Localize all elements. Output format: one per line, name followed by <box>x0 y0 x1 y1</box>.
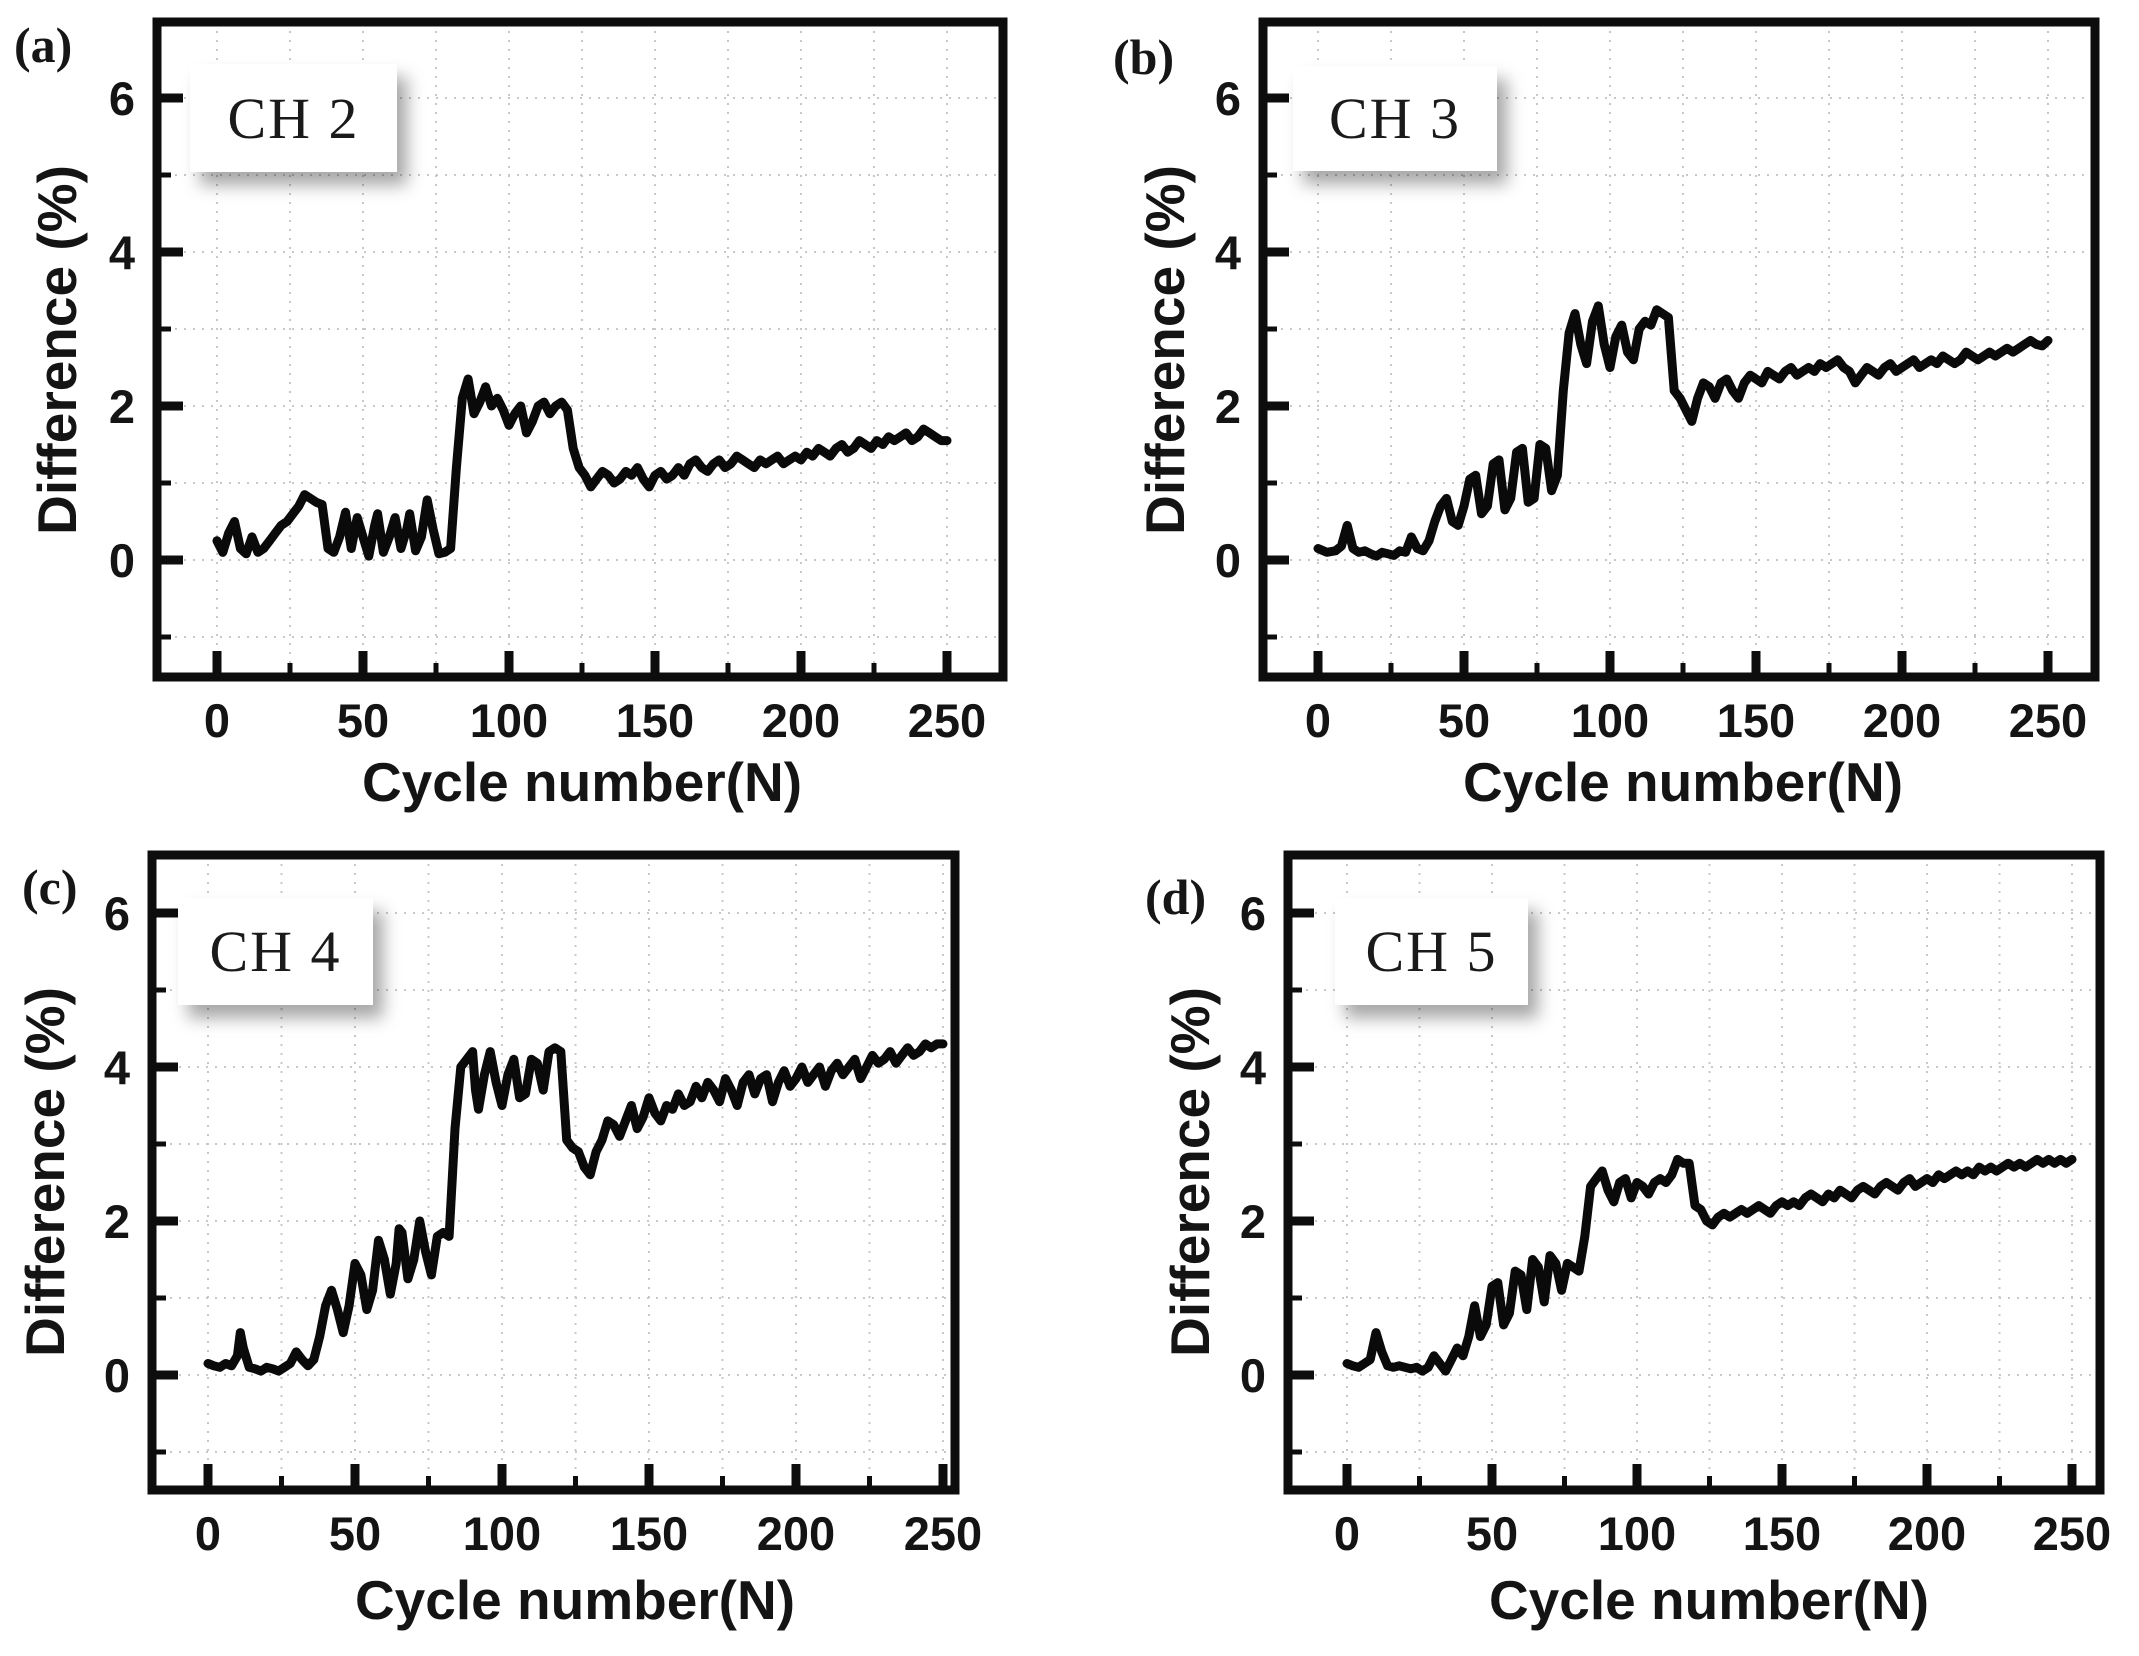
y-tick-label: 0 <box>1215 534 1241 587</box>
plot-border <box>1283 850 2105 1495</box>
tick-labels: 0 2 4 6 0 50 100 150 200 250 <box>109 72 986 747</box>
x-tick-label: 200 <box>757 1507 835 1560</box>
channel-label-ch5: CH 5 <box>1365 919 1498 984</box>
y-tick-label: 4 <box>104 1041 130 1094</box>
panel-a-ch2: (a) Difference (%) 0 2 4 6 0 50 100 150 200 250 C… <box>0 0 1069 828</box>
y-tick-label: 4 <box>1215 226 1241 279</box>
tick-labels: 0 2 4 6 0 50 100 150 200 250 <box>1215 72 2087 747</box>
x-tick-label: 200 <box>762 694 840 747</box>
y-tick-label: 2 <box>109 380 135 433</box>
data-line-ch-3 <box>1313 301 2053 561</box>
panel-letter-c: (c) <box>22 859 78 915</box>
panel-letter-d: (d) <box>1145 869 1207 925</box>
x-tick-label: 150 <box>1743 1507 1821 1560</box>
plot-area-ch5: 0 2 4 6 0 50 100 150 200 250 <box>1240 850 2111 1560</box>
axis-ticks <box>157 93 952 677</box>
y-tick-label: 2 <box>1215 380 1241 433</box>
y-tick-label: 2 <box>1240 1195 1266 1248</box>
x-tick-label: 0 <box>1305 694 1331 747</box>
plot-border <box>152 17 1008 682</box>
axis-ticks <box>1263 93 2053 677</box>
x-tick-label: 150 <box>1717 694 1795 747</box>
x-axis-title-b: Cycle number(N) <box>1462 751 1904 813</box>
x-tick-label: 200 <box>1863 694 1941 747</box>
x-tick-label: 0 <box>195 1507 221 1560</box>
x-tick-label: 50 <box>329 1507 381 1560</box>
x-tick-label: 100 <box>1571 694 1649 747</box>
y-tick-label: 0 <box>1240 1349 1266 1402</box>
x-tick-label: 150 <box>616 694 694 747</box>
x-tick-label: 50 <box>1466 1507 1518 1560</box>
data-line-ch-4 <box>203 1039 948 1376</box>
panel-c-ch4: (c) Difference (%) 0 2 4 6 0 50 100 150 200 250 C… <box>0 828 1069 1656</box>
y-axis-title-d: Difference (%) <box>1159 987 1221 1357</box>
plot-border <box>147 850 960 1495</box>
x-axis-title-d: Cycle number(N) <box>1488 1569 1930 1631</box>
x-axis-title-c: Cycle number(N) <box>354 1569 796 1631</box>
channel-label-ch4: CH 4 <box>209 919 342 984</box>
y-tick-label: 6 <box>1215 72 1241 125</box>
x-tick-label: 250 <box>2009 694 2087 747</box>
tick-labels: 0 2 4 6 0 50 100 150 200 250 <box>1240 887 2111 1560</box>
data-line-ch-5 <box>1342 1154 2077 1376</box>
channel-label-ch2: CH 2 <box>227 85 360 151</box>
channel-label-box-ch3: CH 3 <box>1293 66 1497 171</box>
gridlines <box>157 22 1003 677</box>
x-axis-title-a: Cycle number(N) <box>361 751 803 813</box>
data-line-ch-2 <box>212 374 952 561</box>
panel-b-ch3: (b) Difference (%) 0 2 4 6 0 50 100 150 200 250 C… <box>1069 0 2138 828</box>
x-tick-label: 50 <box>337 694 389 747</box>
channel-label-box-ch5: CH 5 <box>1335 898 1528 1005</box>
y-axis-title-b: Difference (%) <box>1134 165 1196 535</box>
x-tick-label: 200 <box>1888 1507 1966 1560</box>
plot-border <box>1258 17 2100 682</box>
y-axis-title-a: Difference (%) <box>26 165 88 535</box>
plot-area-ch2: 0 2 4 6 0 50 100 150 200 250 <box>109 17 1008 747</box>
tick-labels: 0 2 4 6 0 50 100 150 200 250 <box>104 887 982 1560</box>
y-tick-label: 0 <box>104 1349 130 1402</box>
x-tick-label: 250 <box>908 694 986 747</box>
y-axis-title-c: Difference (%) <box>14 987 76 1357</box>
y-tick-label: 6 <box>104 887 130 940</box>
x-tick-label: 250 <box>904 1507 982 1560</box>
x-tick-label: 0 <box>204 694 230 747</box>
x-tick-label: 100 <box>470 694 548 747</box>
panel-letter-b: (b) <box>1113 29 1175 85</box>
x-tick-label: 150 <box>610 1507 688 1560</box>
x-tick-label: 50 <box>1438 694 1490 747</box>
plot-area-ch3: 0 2 4 6 0 50 100 150 200 250 <box>1215 17 2100 747</box>
y-tick-label: 4 <box>1240 1041 1266 1094</box>
panel-letter-a: (a) <box>14 17 73 73</box>
y-tick-label: 4 <box>109 226 135 279</box>
y-tick-label: 6 <box>1240 887 1266 940</box>
x-tick-label: 100 <box>1598 1507 1676 1560</box>
channel-label-box-ch4: CH 4 <box>178 898 373 1005</box>
channel-label-ch3: CH 3 <box>1328 86 1462 151</box>
panel-d-ch5: (d) Difference (%) 0 2 4 6 0 50 100 150 200 250 C… <box>1069 828 2138 1656</box>
x-tick-label: 100 <box>463 1507 541 1560</box>
y-tick-label: 0 <box>109 534 135 587</box>
x-tick-label: 0 <box>1334 1507 1360 1560</box>
x-tick-label: 250 <box>2033 1507 2111 1560</box>
plot-area-ch4: 0 2 4 6 0 50 100 150 200 250 <box>104 850 982 1560</box>
y-tick-label: 6 <box>109 72 135 125</box>
y-tick-label: 2 <box>104 1195 130 1248</box>
channel-label-box-ch2: CH 2 <box>190 64 397 172</box>
